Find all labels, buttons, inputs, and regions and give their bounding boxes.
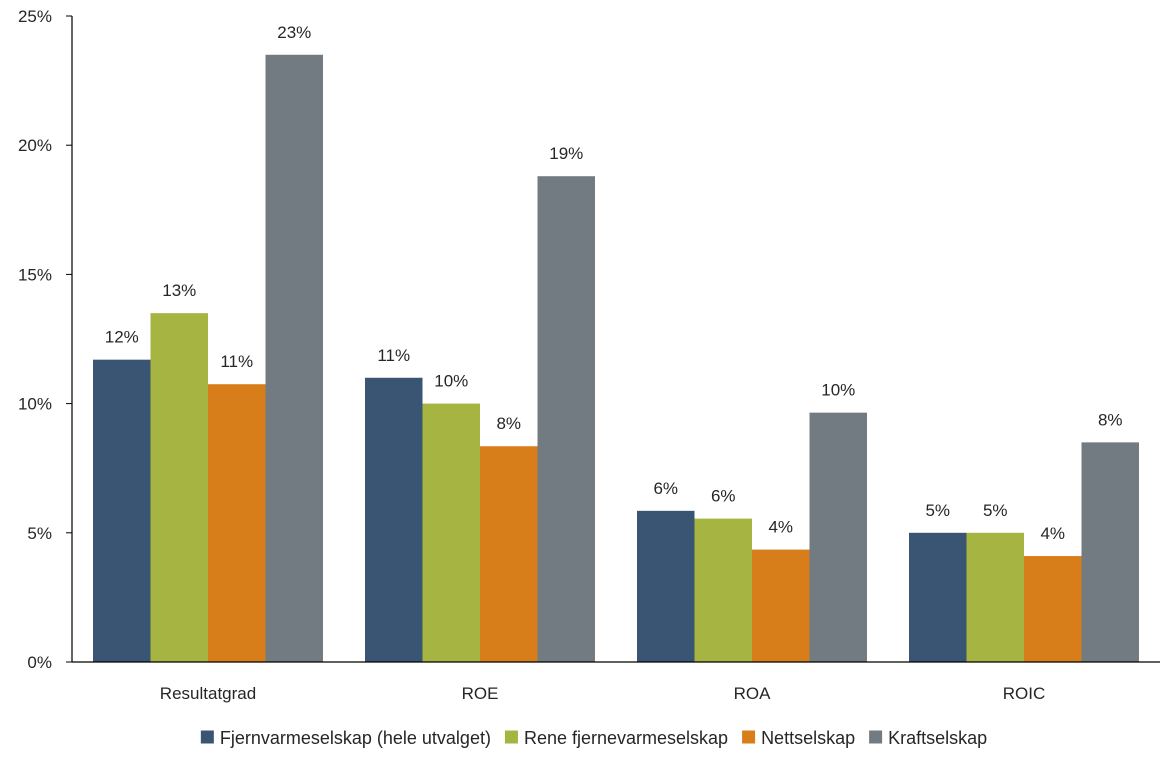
x-tick-label: Resultatgrad xyxy=(160,684,256,703)
data-label: 23% xyxy=(277,23,311,42)
y-tick-label: 0% xyxy=(27,653,52,672)
data-label: 10% xyxy=(434,372,468,391)
bar-roe-nettselskap xyxy=(480,446,538,662)
legend-label: Fjernvarmeselskap (hele utvalget) xyxy=(220,728,491,748)
bar-roe-kraftselskap xyxy=(537,176,595,662)
bar-roic-rene-fjernevarmeselskap xyxy=(966,532,1024,662)
y-axis-ticks: 0% 5% 10% 15% 20% 25% xyxy=(18,7,72,672)
bars xyxy=(93,54,1139,662)
data-label: 6% xyxy=(653,479,678,498)
data-label: 4% xyxy=(768,518,793,537)
data-label: 6% xyxy=(711,487,736,506)
x-axis-ticks: Resultatgrad ROE ROA ROIC xyxy=(160,684,1045,703)
bar-roe-fjernvarmeselskap-hele-utvalget xyxy=(365,377,423,662)
bar-resultatgrad-kraftselskap xyxy=(265,54,323,662)
data-label: 11% xyxy=(220,352,253,371)
legend-label: Kraftselskap xyxy=(888,728,987,748)
data-label: 11% xyxy=(377,346,410,365)
bar-roic-nettselskap xyxy=(1024,556,1082,662)
bar-roa-nettselskap xyxy=(752,549,810,662)
legend: Fjernvarmeselskap (hele utvalget) Rene fj… xyxy=(200,728,987,748)
legend-label: Nettselskap xyxy=(761,728,855,748)
data-label: 10% xyxy=(821,381,855,400)
bar-roic-fjernvarmeselskap-hele-utvalget xyxy=(909,532,967,662)
x-tick-label: ROA xyxy=(734,684,772,703)
bar-roa-fjernvarmeselskap-hele-utvalget xyxy=(637,510,695,662)
data-label: 8% xyxy=(1098,410,1123,429)
y-tick-label: 25% xyxy=(18,7,52,26)
bar-resultatgrad-nettselskap xyxy=(208,384,266,662)
bar-roe-rene-fjernevarmeselskap xyxy=(422,403,480,662)
bar-resultatgrad-rene-fjernevarmeselskap xyxy=(150,313,208,662)
y-tick-label: 20% xyxy=(18,136,52,155)
data-label: 4% xyxy=(1040,524,1065,543)
legend-swatch xyxy=(742,730,756,744)
data-label: 5% xyxy=(925,501,950,520)
x-tick-label: ROE xyxy=(462,684,499,703)
y-tick-label: 5% xyxy=(27,524,52,543)
bar-roa-kraftselskap xyxy=(809,412,867,662)
bar-roa-rene-fjernevarmeselskap xyxy=(694,518,752,662)
data-label: 12% xyxy=(105,328,139,347)
legend-item-fjernvarmeselskap-hele-utvalget: Fjernvarmeselskap (hele utvalget) xyxy=(200,728,491,748)
y-tick-label: 10% xyxy=(18,395,52,414)
bar-resultatgrad-fjernvarmeselskap-hele-utvalget xyxy=(93,359,151,662)
y-tick-label: 15% xyxy=(18,265,52,284)
data-labels: 12% 13% 11% 23% 11% 10% 8% 19% 6% 6% 4% 10% 5% 5% 4% 8% xyxy=(105,23,1123,543)
legend-item-rene-fjernevarmeselskap: Rene fjernevarmeselskap xyxy=(504,728,728,748)
data-label: 19% xyxy=(549,144,583,163)
data-label: 8% xyxy=(496,414,521,433)
data-label: 13% xyxy=(162,281,196,300)
legend-swatch xyxy=(504,730,518,744)
legend-swatch xyxy=(200,730,214,744)
data-label: 5% xyxy=(983,501,1008,520)
legend-label: Rene fjernevarmeselskap xyxy=(524,728,728,748)
legend-swatch xyxy=(869,730,883,744)
legend-item-kraftselskap: Kraftselskap xyxy=(869,728,987,748)
bar-roic-kraftselskap xyxy=(1081,442,1139,662)
axes xyxy=(71,16,1160,663)
x-tick-label: ROIC xyxy=(1003,684,1046,703)
legend-item-nettselskap: Nettselskap xyxy=(742,728,855,748)
